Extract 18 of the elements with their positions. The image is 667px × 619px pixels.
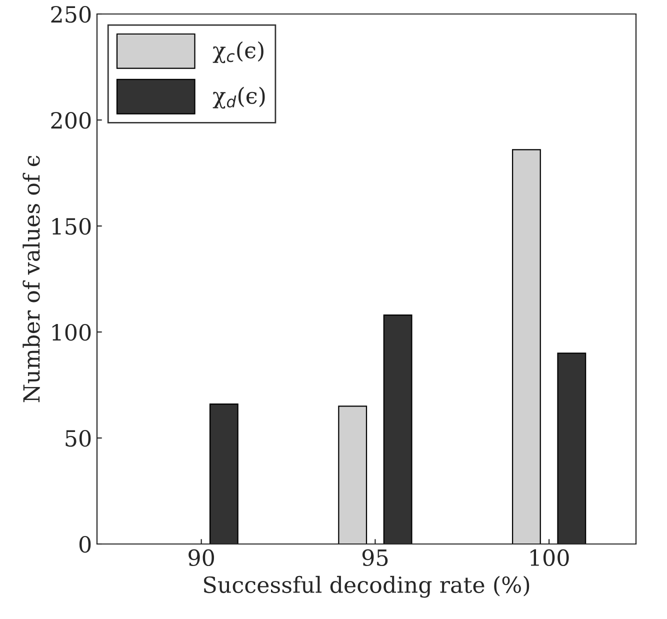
x-tick-label: 95 <box>362 549 388 566</box>
y-tick-label: 200 <box>51 112 91 129</box>
y-tick-label: 50 <box>66 430 91 447</box>
bar <box>209 404 238 544</box>
legend-label: χ$_{c}$(ϵ) <box>212 41 264 64</box>
legend-label: χ$_{d}$(ϵ) <box>212 86 265 109</box>
y-tick-label: 150 <box>52 218 91 235</box>
bar <box>338 406 368 544</box>
y-tick-label: 0 <box>79 536 91 553</box>
bar <box>383 314 412 544</box>
y-axis-title: Number of values of ϵ <box>22 156 40 402</box>
bar <box>512 149 541 544</box>
x-tick-label: 100 <box>530 549 569 566</box>
x-tick-label: 90 <box>188 549 214 566</box>
bar <box>557 352 586 544</box>
y-tick-label: 250 <box>51 6 91 23</box>
y-tick-label: 100 <box>52 324 91 341</box>
x-axis-title: Successful decoding rate (%) <box>204 576 530 598</box>
